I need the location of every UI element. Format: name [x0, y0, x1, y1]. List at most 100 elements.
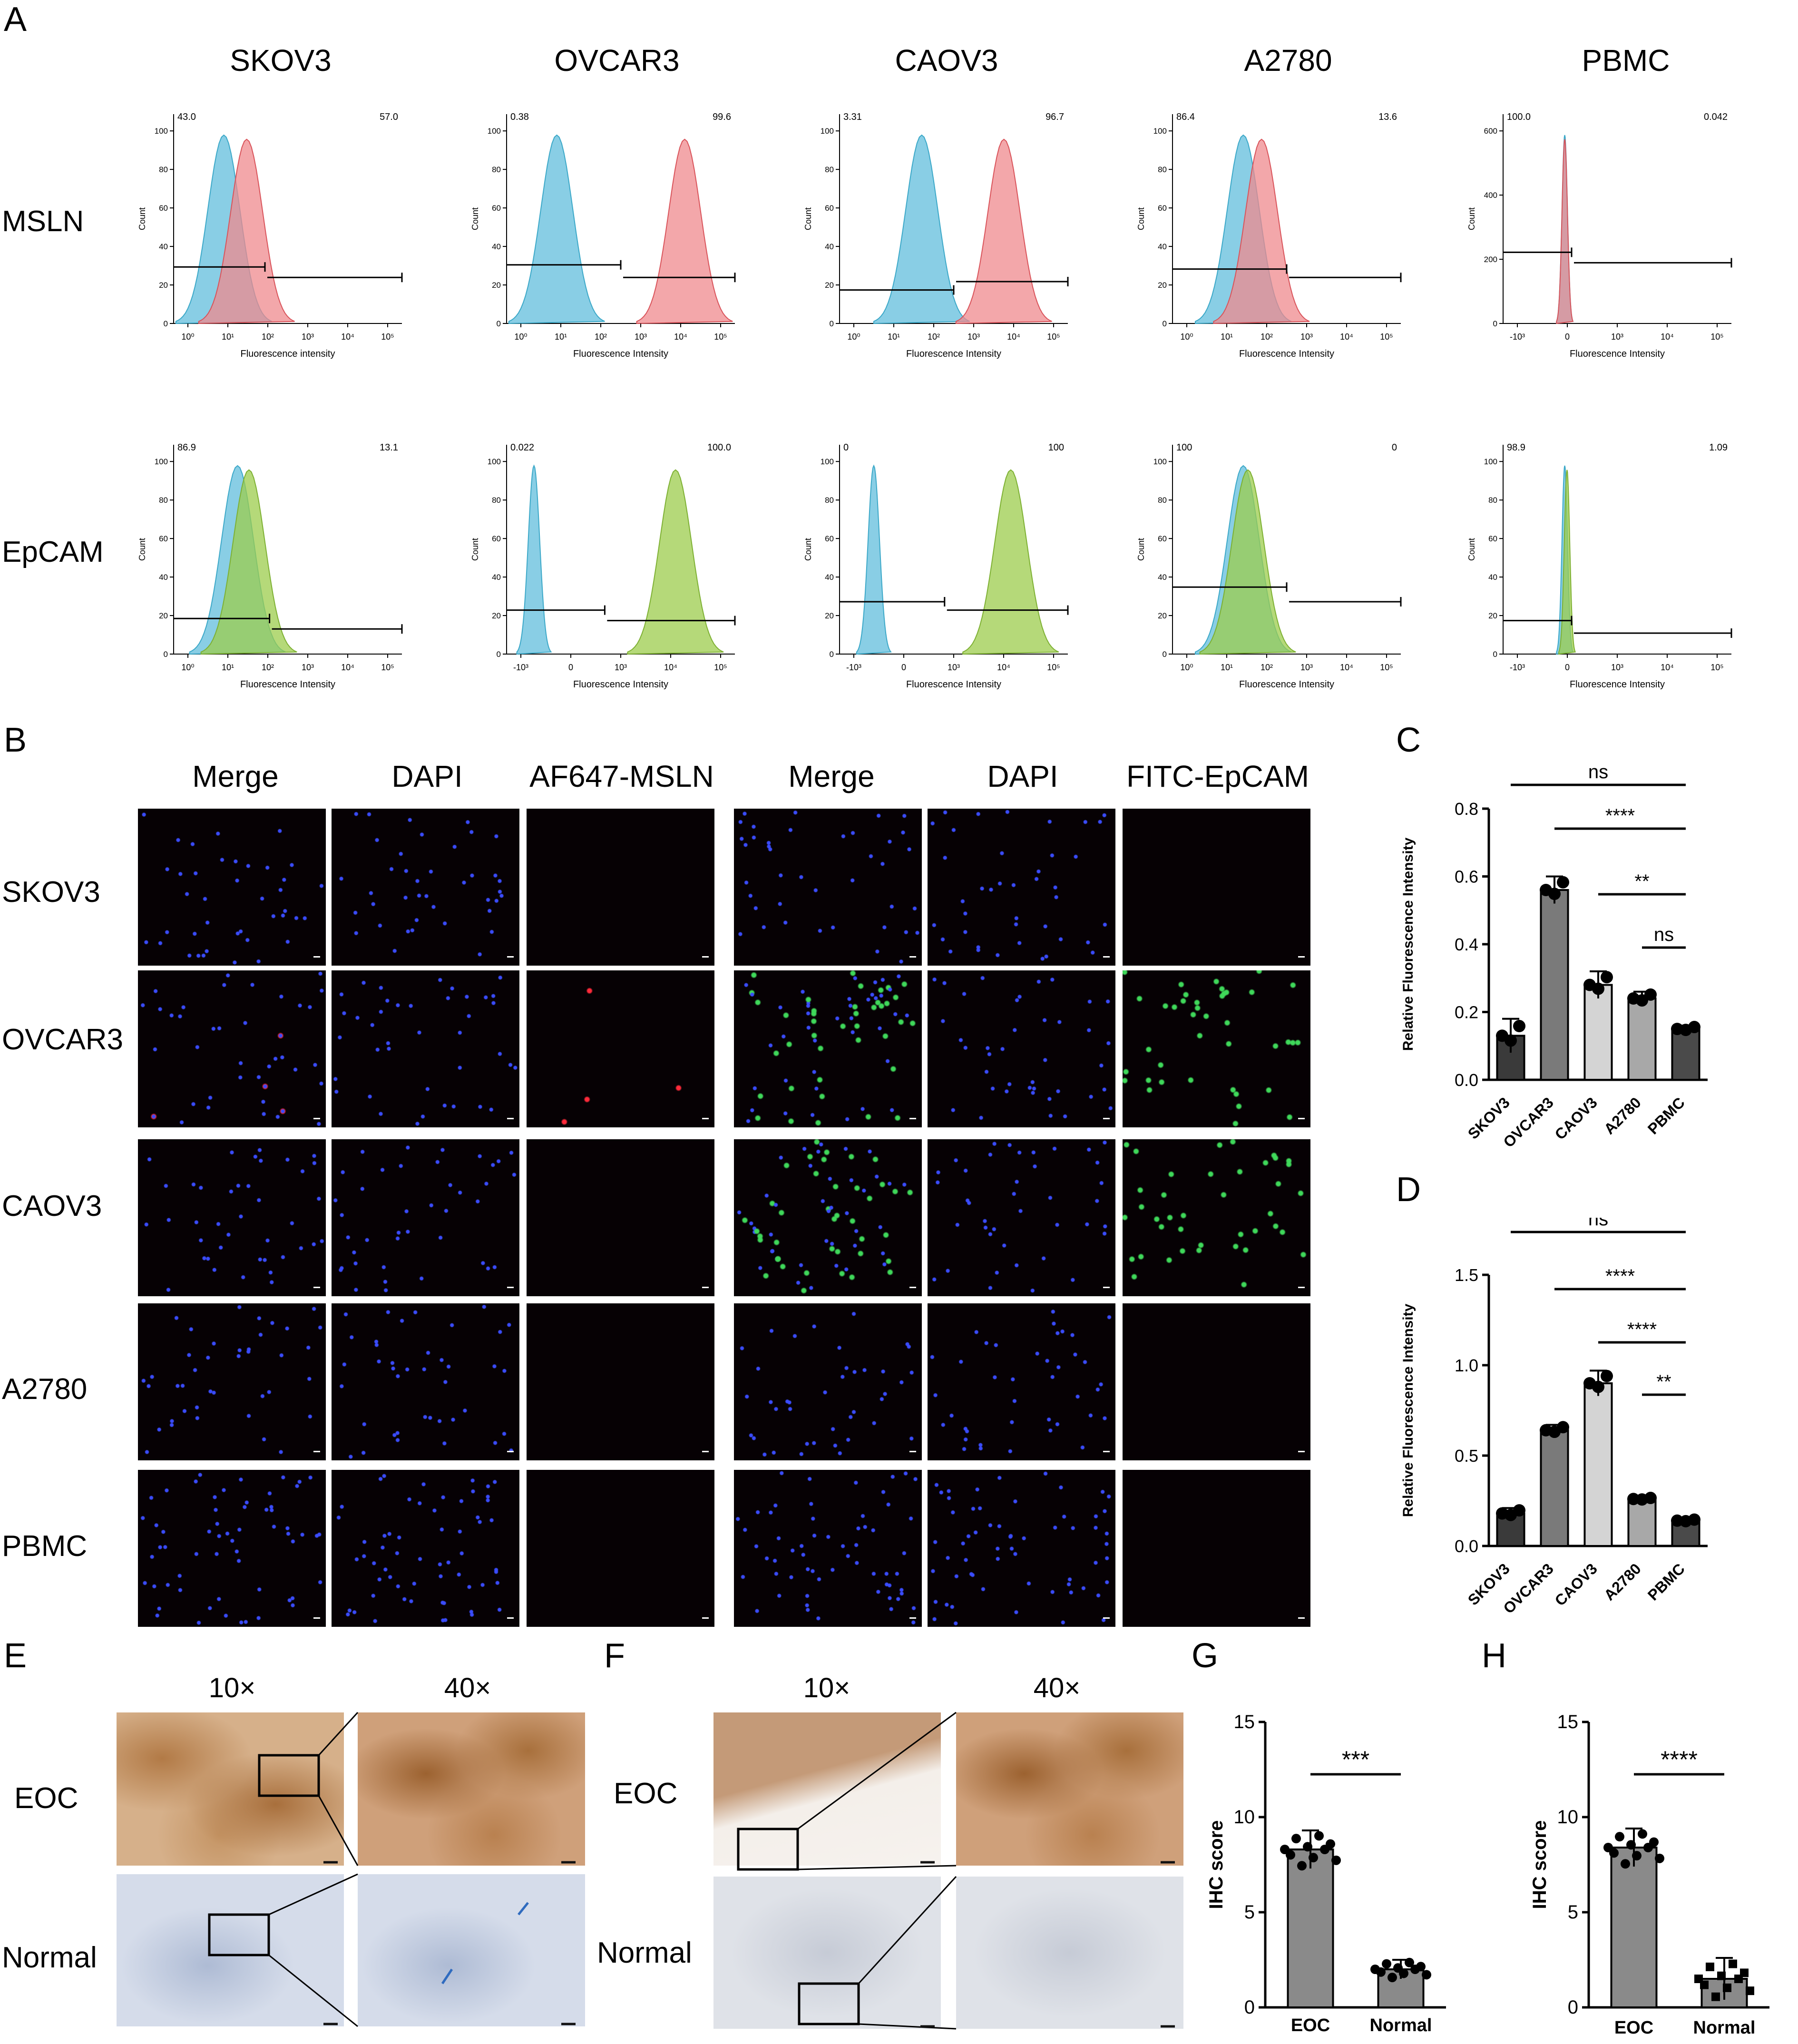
- ifa-tile-caov3-merge-epcam: [734, 1139, 922, 1296]
- y-tick-label: 10: [1557, 1807, 1579, 1828]
- flow-y-label: Count: [1467, 538, 1476, 561]
- data-point: [1655, 1853, 1664, 1863]
- flow-plot-msln-caov3: 3.31 96.7 0 20 40 60 80 100 Count 10⁰ 10¹ 10² 10³ 10⁴…: [803, 112, 1069, 359]
- flow-x-tick-label: 0: [1565, 332, 1570, 342]
- data-point: [1592, 1380, 1604, 1393]
- zoom-line: [318, 1711, 359, 1756]
- ifa-tile-caov3-merge-msln: [138, 1139, 326, 1296]
- bar-ovcar3: [1540, 1429, 1569, 1547]
- data-point: [1513, 1020, 1525, 1033]
- bar-caov3: [1583, 1382, 1613, 1547]
- flow-plot-epcam-ovcar3: 0.022 100.0 0 20 40 60 80 100 Count -10³ 0 10³ 10⁴ 10…: [470, 442, 736, 690]
- category-label-normal: Normal: [1370, 2015, 1432, 2035]
- category-label-caov3: CAOV3: [1552, 1560, 1601, 1609]
- data-point: [1723, 1983, 1731, 1992]
- flow-y-tick-label: 600: [1484, 127, 1497, 136]
- category-label-a2780: A2780: [1601, 1094, 1644, 1137]
- ifa-tile-skov3-merge-msln: [138, 809, 326, 966]
- flow-y-label: Count: [803, 207, 813, 230]
- flow-x-tick-label: -10³: [1510, 332, 1525, 342]
- flow-stain-peak: [200, 469, 297, 655]
- significance-label: ns: [1588, 762, 1608, 782]
- ifa-row-pbmc: PBMC: [2, 1530, 88, 1563]
- data-point: [1729, 1959, 1737, 1968]
- flow-x-tick-label: 10²: [1261, 332, 1273, 342]
- flow-x-label: Fluorescence Intensity: [1570, 349, 1665, 359]
- flow-gate-neg-value: 100: [1176, 442, 1192, 453]
- ifa-tile-skov3-dapi-epcam: [928, 809, 1115, 966]
- flow-x-tick-label: 10⁴: [1340, 332, 1353, 342]
- flow-x-label: Fluorescence Intensity: [573, 349, 668, 359]
- flow-gate-pos-value: 100.0: [707, 442, 731, 453]
- panel-letter-e: E: [4, 1637, 27, 1675]
- flow-x-tick-label: 10⁵: [1710, 332, 1723, 342]
- flow-x-tick-label: 10⁰: [181, 663, 194, 672]
- y-tick-label: 0.5: [1455, 1446, 1478, 1466]
- flow-plot-epcam-caov3: 0 100 0 20 40 60 80 100 Count -10³ 0 10³ 10⁴ 10⁵ Fluor…: [803, 442, 1069, 690]
- flow-plot-msln-a2780: 86.4 13.6 0 20 40 60 80 100 Count 10⁰ 10¹ 10² 10³ 10⁴…: [1136, 112, 1402, 359]
- scale-bar: [909, 1118, 916, 1119]
- flow-stain-peak: [1213, 138, 1310, 324]
- e-normal-10x-image: [117, 1874, 344, 2026]
- data-point: [1632, 1851, 1642, 1861]
- ifa-tile-caov3-dapi-epcam: [928, 1139, 1115, 1296]
- data-point: [1548, 888, 1561, 900]
- flow-x-tick-label: 10⁰: [1180, 663, 1193, 672]
- flow-y-tick-label: 60: [492, 534, 501, 543]
- flow-col-caov3: CAOV3: [895, 43, 998, 78]
- data-point: [1746, 1986, 1754, 1995]
- data-point: [1331, 1855, 1341, 1865]
- data-point: [1688, 1513, 1700, 1526]
- flow-y-tick-label: 80: [492, 496, 501, 505]
- scale-bar: [909, 1617, 916, 1619]
- ifa-tile-ovcar3-merge-epcam: [734, 970, 922, 1127]
- y-axis-label: Relative Fluorescence Intensity: [1400, 1303, 1416, 1517]
- data-point: [1706, 1962, 1714, 1971]
- flow-x-tick-label: -10³: [513, 663, 528, 672]
- flow-x-tick-label: 10²: [1261, 663, 1273, 672]
- data-point: [1405, 1957, 1414, 1967]
- significance-label: ****: [1605, 1266, 1635, 1287]
- scale-bar: [313, 1617, 320, 1619]
- flow-x-tick-label: 10³: [967, 332, 980, 342]
- scale-bar: [1298, 1617, 1305, 1619]
- flow-y-label: Count: [1136, 538, 1146, 561]
- flow-x-tick-label: 10⁵: [714, 332, 727, 342]
- category-label-normal: Normal: [1693, 2018, 1756, 2038]
- flow-gate-neg-value: 3.31: [843, 112, 862, 122]
- data-point: [1592, 982, 1604, 995]
- chart-c: 0.0 0.2 0.4 0.6 0.8 Relative Fluorescence Int…: [1400, 762, 1708, 1151]
- flow-y-tick-label: 80: [492, 165, 501, 174]
- ifa-tile-caov3-af647-msln: [527, 1139, 714, 1296]
- significance-label: **: [1634, 871, 1649, 892]
- ifa-head-merge-left: Merge: [192, 759, 279, 793]
- data-point: [1291, 1834, 1301, 1844]
- data-point: [1382, 1959, 1391, 1969]
- significance-label: ns: [1588, 1218, 1608, 1230]
- flow-x-label: Fluorescence Intensity: [1239, 349, 1334, 359]
- ifa-tile-pbmc-dapi-msln: [332, 1470, 519, 1627]
- ifa-tile-a2780-af647-msln: [527, 1303, 714, 1460]
- f-normal-40x-image: [956, 1877, 1183, 2029]
- ifa-tile-ovcar3-fitc-epcam: [1123, 970, 1310, 1127]
- ifa-tile-skov3-dapi-msln: [332, 809, 519, 966]
- flow-y-tick-label: 80: [159, 165, 168, 174]
- flow-x-tick-label: 10⁰: [847, 332, 860, 342]
- flow-stain-peak: [955, 138, 1052, 324]
- bar-a2780: [1627, 998, 1657, 1081]
- ifa-tile-pbmc-merge-epcam: [734, 1470, 922, 1627]
- data-point: [1717, 1971, 1726, 1980]
- flow-y-tick-label: 60: [159, 534, 168, 543]
- f-mag-10x: 10×: [803, 1672, 850, 1703]
- flow-gate-neg-value: 86.9: [177, 442, 196, 453]
- flow-y-tick-label: 0: [497, 319, 501, 328]
- scale-bar: [507, 1287, 514, 1288]
- e-normal-40x-image: [358, 1874, 585, 2026]
- zoom-box: [208, 1913, 270, 1956]
- e-mag-40x: 40×: [444, 1672, 491, 1703]
- flow-plot-msln-pbmc: 100.0 0.042 0 200 400 600 Count -10³ 0 10³ 10⁴ 10⁵ F…: [1467, 112, 1732, 359]
- e-row-eoc: EOC: [14, 1782, 78, 1815]
- category-label-eoc: EOC: [1614, 2018, 1653, 2038]
- ihc-zoom-overlay: [208, 1711, 1175, 2030]
- scale-bar: [313, 1287, 320, 1288]
